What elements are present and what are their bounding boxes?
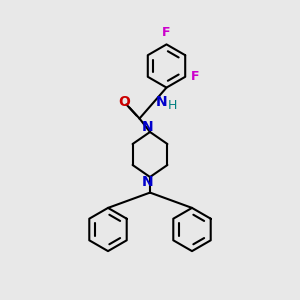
Text: N: N (142, 175, 153, 189)
Text: N: N (156, 94, 168, 109)
Text: N: N (142, 120, 153, 134)
Text: F: F (190, 70, 199, 83)
Text: F: F (162, 26, 171, 39)
Text: O: O (118, 95, 130, 109)
Text: H: H (168, 99, 177, 112)
